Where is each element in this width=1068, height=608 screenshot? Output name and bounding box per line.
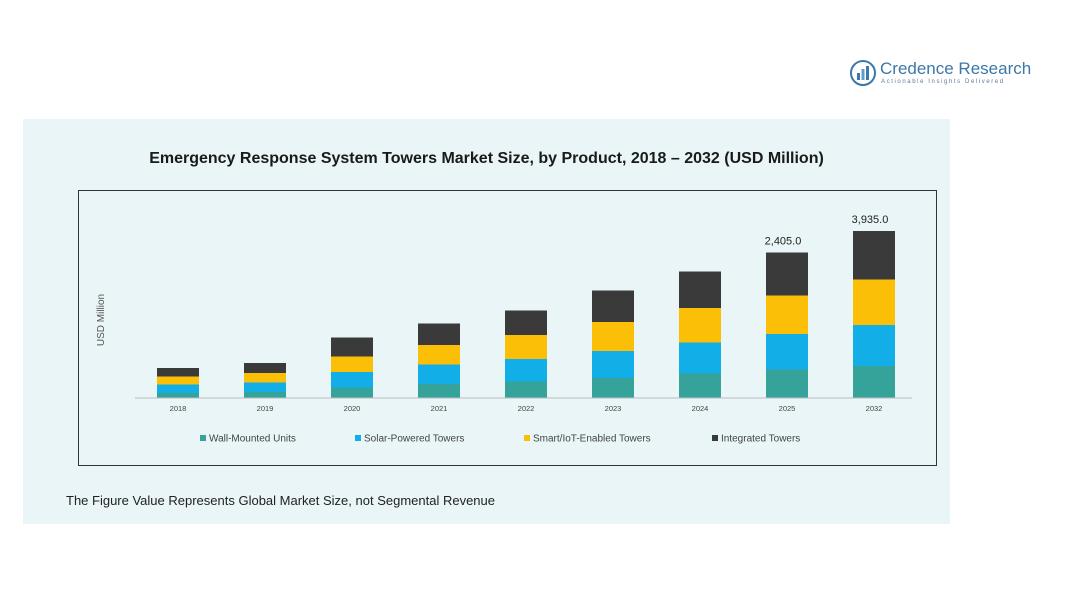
legend-label-0: Wall-Mounted Units [209,434,296,445]
bar-2022-series-3 [505,310,547,335]
bar-2025-series-3 [766,252,808,296]
bar-2018-series-2 [157,376,199,385]
bar-2019-series-2 [244,373,286,383]
x-tick-label: 2023 [605,404,622,413]
bar-2021-series-3 [418,323,460,345]
bar-2025-series-2 [766,295,808,334]
bar-2024-series-3 [679,271,721,308]
bar-2024-series-2 [679,308,721,343]
x-tick-label: 2020 [344,404,361,413]
brand-logo: Credence Research Actionable Insights De… [850,58,1032,90]
bar-2020-series-1 [331,372,373,388]
bar-2032-series-3 [853,231,895,280]
bar-2024-series-0 [679,373,721,398]
x-tick-label: 2024 [692,404,709,413]
x-tick-labels: 2018 2019 2020 2021 2022 2023 2024 2025 2032 [170,404,883,413]
bar-2025-series-1 [766,334,808,370]
bar-2019-series-3 [244,363,286,373]
bars-layer [157,231,895,398]
legend: Wall-Mounted Units Solar-Powered Towers Sm… [200,434,800,445]
bar-2020-series-3 [331,337,373,357]
x-tick-label: 2018 [170,404,187,413]
bar-2023-series-0 [592,378,634,398]
legend-swatch-2 [524,435,530,441]
legend-swatch-0 [200,435,206,441]
brand-name: Credence Research [880,59,1032,78]
legend-swatch-1 [355,435,361,441]
x-tick-label: 2032 [866,404,883,413]
bar-2023-series-3 [592,290,634,322]
bar-2032-series-1 [853,325,895,366]
bar-2021-series-0 [418,384,460,398]
bar-2032-series-2 [853,279,895,325]
bar-2022-series-0 [505,381,547,398]
footnote: The Figure Value Represents Global Marke… [66,493,495,508]
bar-2024-series-1 [679,342,721,374]
bar-2019-series-1 [244,382,286,392]
bar-2021-series-1 [418,364,460,384]
bar-2021-series-2 [418,345,460,365]
x-tick-label: 2019 [257,404,274,413]
bar-2023-series-2 [592,322,634,351]
data-labels: 2,405.0 3,935.0 [765,214,889,248]
y-axis-label: USD Million [96,294,107,346]
bar-2018-series-3 [157,368,199,377]
legend-swatch-3 [712,435,718,441]
bar-2032-series-0 [853,366,895,398]
x-tick-label: 2022 [518,404,535,413]
bar-2020-series-2 [331,356,373,372]
legend-label-3: Integrated Towers [721,434,800,445]
chart-title: Emergency Response System Towers Market … [149,150,824,167]
x-tick-label: 2021 [431,404,448,413]
legend-label-2: Smart/IoT-Enabled Towers [533,434,651,445]
bar-2018-series-0 [157,393,199,398]
legend-label-1: Solar-Powered Towers [364,434,464,445]
bar-2020-series-0 [331,387,373,398]
bar-2023-series-1 [592,351,634,378]
bar-2018-series-1 [157,384,199,393]
brand-tagline: Actionable Insights Delivered [881,79,1005,85]
bar-chart-logo-icon [850,60,876,86]
data-label-2032: 3,935.0 [852,214,889,226]
bar-2019-series-0 [244,392,286,398]
plot-frame [78,190,937,466]
data-label-2025: 2,405.0 [765,236,802,248]
bar-2022-series-2 [505,335,547,359]
bar-2025-series-0 [766,369,808,398]
x-tick-label: 2025 [779,404,796,413]
bar-2022-series-1 [505,359,547,382]
